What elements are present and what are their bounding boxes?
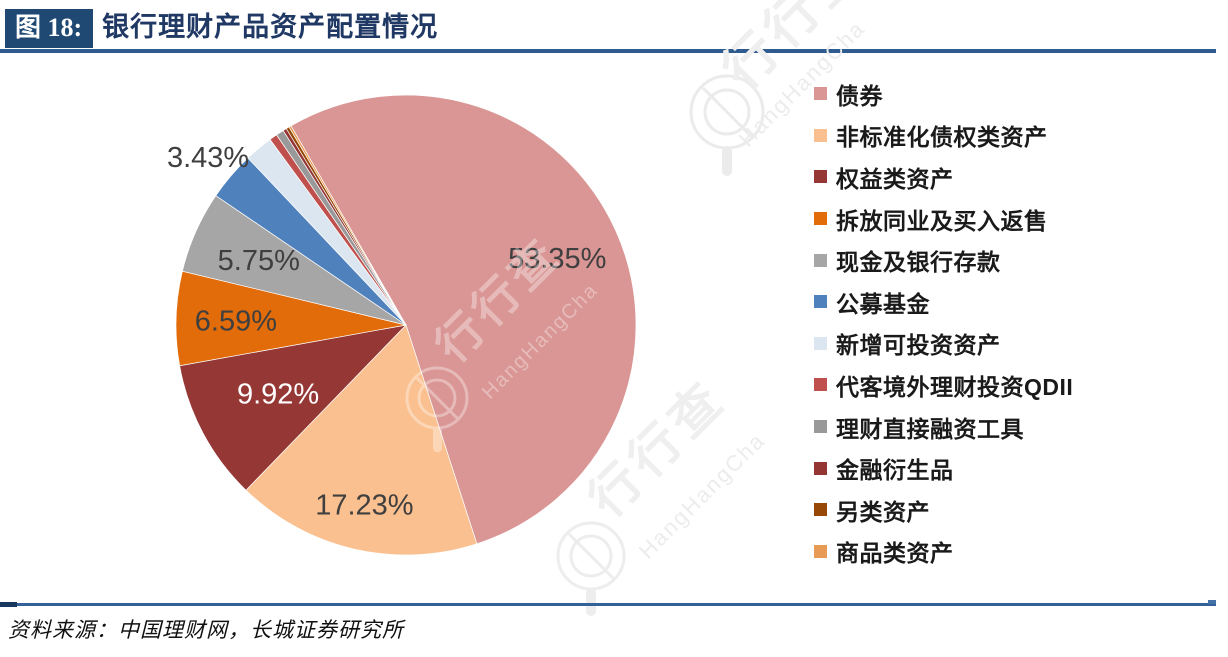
- pie-percent-label: 17.23%: [315, 490, 413, 522]
- legend-item: 拆放同业及买入返售: [814, 198, 1220, 240]
- legend-label: 新增可投资资产: [836, 332, 1001, 359]
- legend-item: 权益类资产: [814, 156, 1220, 198]
- legend-label: 拆放同业及买入返售: [836, 207, 1048, 234]
- legend-label: 理财直接融资工具: [836, 415, 1024, 442]
- legend-swatch: [814, 128, 827, 142]
- legend-swatch: [814, 420, 827, 434]
- pie-percent-label: 3.43%: [167, 142, 249, 174]
- legend-swatch: [814, 336, 827, 350]
- legend-label: 代客境外理财投资QDII: [836, 373, 1074, 400]
- legend-swatch: [814, 544, 827, 558]
- legend-label: 金融衍生品: [836, 457, 954, 484]
- legend-label: 债券: [836, 82, 883, 109]
- legend-item: 另类资产: [814, 489, 1220, 531]
- footer-divider-left-cap: [0, 602, 17, 607]
- figure-header: 图 18: 银行理财产品资产配置情况: [5, 9, 439, 49]
- legend-label: 公募基金: [836, 290, 930, 317]
- footer-divider: [0, 600, 1216, 607]
- legend-label: 另类资产: [836, 498, 930, 525]
- legend-item: 理财直接融资工具: [814, 406, 1220, 448]
- legend-item: 金融衍生品: [814, 447, 1220, 489]
- source-note: 资料来源：中国理财网，长城证券研究所: [8, 618, 404, 642]
- legend-swatch: [814, 170, 827, 184]
- legend-swatch: [814, 253, 827, 267]
- pie-percent-label: 9.92%: [237, 379, 319, 411]
- pie-slice: [288, 125, 407, 326]
- legend-item: 代客境外理财投资QDII: [814, 364, 1220, 406]
- footer-divider-right-cap: [1208, 600, 1216, 604]
- legend-item: 现金及银行存款: [814, 239, 1220, 281]
- pie-slice: [245, 324, 478, 556]
- legend-swatch: [814, 295, 827, 309]
- legend-swatch: [814, 378, 827, 392]
- legend-item: 商品类资产: [814, 531, 1220, 573]
- figure-number-badge: 图 18:: [5, 9, 94, 49]
- legend-swatch: [814, 503, 827, 517]
- legend-item: 非标准化债权类资产: [814, 115, 1220, 157]
- pie-slice: [179, 324, 408, 491]
- pie-percent-label: 5.75%: [218, 245, 300, 277]
- pie-slice: [290, 94, 637, 545]
- legend-item: 公募基金: [814, 281, 1220, 323]
- pie-percent-label: 53.35%: [508, 243, 606, 275]
- legend-label: 权益类资产: [836, 165, 954, 192]
- legend-label: 现金及银行存款: [836, 249, 1001, 276]
- legend-label: 非标准化债权类资产: [836, 124, 1048, 151]
- legend-item: 债券: [814, 73, 1220, 115]
- chart-legend: 债券非标准化债权类资产 权益类资产拆放同业及买入返售 现金及银行存款 公募基金新增可投…: [814, 73, 1220, 572]
- legend-swatch: [814, 461, 827, 475]
- header-divider: [0, 49, 1216, 53]
- legend-label: 商品类资产: [836, 540, 954, 567]
- figure-title: 银行理财产品资产配置情况: [102, 12, 439, 42]
- legend-swatch: [814, 212, 827, 226]
- pie-percent-label: 6.59%: [195, 306, 277, 338]
- legend-item: 新增可投资资产: [814, 323, 1220, 365]
- legend-swatch: [814, 87, 827, 101]
